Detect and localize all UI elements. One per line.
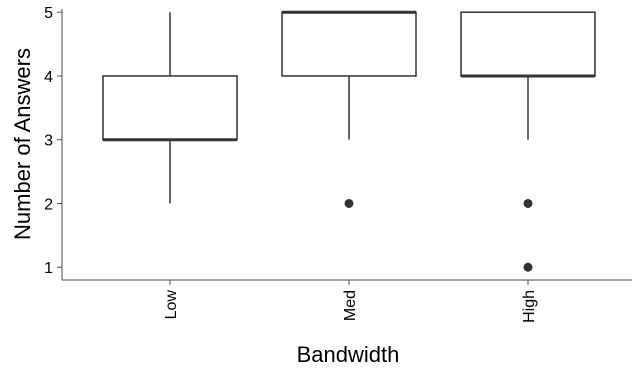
y-tick-label: 3 [44,133,53,150]
x-tick-label-high: High [521,290,538,323]
x-tick-label-med: Med [342,290,359,321]
box [281,11,417,77]
x-axis-title: Bandwidth [297,342,400,367]
y-tick-label: 1 [44,260,53,277]
x-tick-label-low: Low [163,290,180,320]
box [102,75,238,141]
box-group-low [102,12,238,204]
outlier-point [523,198,533,208]
y-tick-label: 5 [44,5,53,22]
y-axis-title: Number of Answers [10,48,35,240]
box [460,11,596,77]
y-tick-label: 4 [44,69,53,86]
box-group-med [281,10,417,208]
outlier-point [344,198,354,208]
plot-area [102,10,596,272]
box-group-high [460,11,596,272]
outlier-point [523,262,533,272]
x-axis: Low Med High [62,279,632,323]
y-tick-label: 2 [44,196,53,213]
y-axis: 1 2 3 4 5 [44,5,63,280]
